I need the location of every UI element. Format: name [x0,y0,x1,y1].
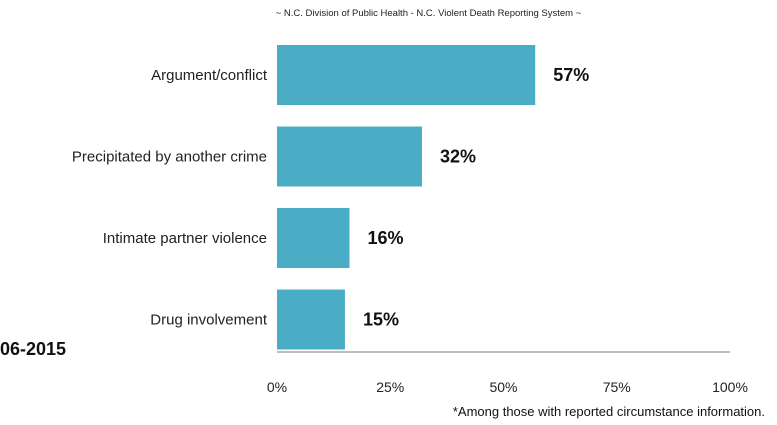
bar-drug-involvement [277,289,345,350]
bar-intimate-partner-violence [277,208,350,268]
value-label: 15% [363,310,399,330]
category-label: Drug involvement [150,312,268,329]
category-label: Precipitated by another crime [72,149,267,166]
side-label: 06-2015 [0,339,67,359]
bar-precipitated-by-another-crime [277,126,422,187]
value-label: 32% [440,147,476,167]
source-note: ~ N.C. Division of Public Health - N.C. … [275,8,582,19]
x-tick-label: 0% [267,379,287,395]
footnote: *Among those with reported circumstance … [452,404,765,419]
value-label: 57% [553,65,589,85]
bar-argument-conflict [277,45,536,105]
value-labels-group: 57% 32% 16% 15% [363,65,589,330]
x-tick-label: 75% [603,379,631,395]
category-labels-group: Argument/conflict Precipitated by another… [72,67,268,329]
category-label: Intimate partner violence [103,230,267,247]
x-tick-label: 50% [489,379,517,395]
x-tick-label: 25% [376,379,404,395]
category-label: Argument/conflict [151,67,268,84]
bars-group [277,45,536,350]
x-tick-labels-group: 0% 25% 50% 75% 100% [267,379,748,395]
value-label: 16% [367,228,403,248]
x-tick-label: 100% [712,379,748,395]
